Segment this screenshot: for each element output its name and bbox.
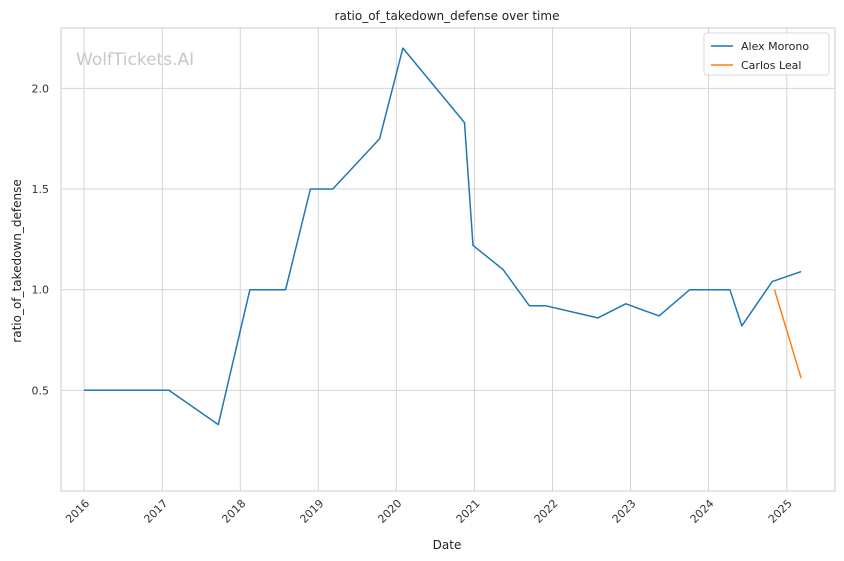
y-axis-ticks: 0.5 1.0 1.5 2.0 (32, 82, 50, 397)
grid-lines (61, 28, 835, 491)
series-line (84, 47, 802, 426)
series-lines (84, 47, 802, 426)
y-axis-label: ratio_of_takedown_defense (10, 179, 24, 342)
y-tick-label: 0.5 (32, 384, 50, 397)
legend-label: Carlos Leal (741, 59, 801, 72)
legend-box (703, 32, 830, 76)
x-axis-label: Date (433, 538, 462, 552)
plot-area-border (60, 27, 836, 492)
watermark-text: WolfTickets.AI (76, 50, 194, 70)
chart-title: ratio_of_takedown_defense over time (335, 9, 560, 23)
y-tick-label: 2.0 (32, 82, 50, 95)
y-tick-label: 1.5 (32, 183, 50, 196)
series-line (773, 289, 802, 379)
legend-label: Alex Morono (741, 40, 809, 53)
legend: Alex Morono Carlos Leal (703, 32, 830, 76)
y-tick-label: 1.0 (32, 284, 50, 297)
